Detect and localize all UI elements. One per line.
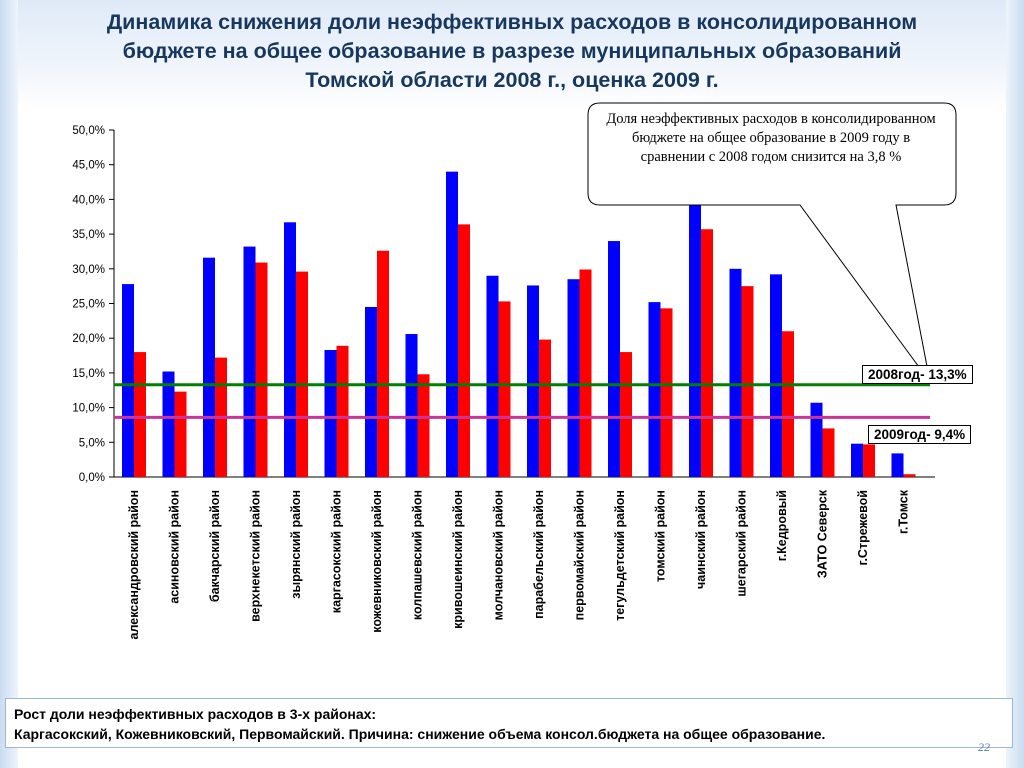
- y-tick-label: 5,0%: [79, 437, 105, 449]
- bar-2008-4: [284, 222, 296, 477]
- bar-2009-15: [741, 286, 754, 477]
- bar-2008-14: [689, 199, 701, 477]
- bar-2008-6: [365, 306, 377, 477]
- y-tick-label: 30,0%: [72, 264, 105, 276]
- bar-2009-9: [498, 301, 511, 477]
- x-tick-label: первомайский район: [573, 490, 587, 620]
- bar-2008-16: [770, 274, 782, 477]
- bar-2009-14: [701, 229, 713, 477]
- bar-2009-6: [377, 250, 389, 477]
- left-decoration: [0, 0, 18, 768]
- y-axis: 0,0% 5,0% 10,0% 15,0% 20,0% 25,0% 30,0% 35,0% 40…: [72, 125, 935, 484]
- bars: [122, 171, 916, 477]
- x-tick-label: верхнекетский район: [249, 490, 263, 622]
- y-tick-label: 15,0%: [72, 368, 105, 380]
- x-tick-label: г.Томск: [897, 489, 911, 534]
- x-tick-label: асиновский район: [168, 490, 182, 604]
- bar-2008-13: [648, 302, 661, 477]
- footer-line-1: Рост доли неэффективных расходов в 3-х р…: [14, 706, 377, 722]
- x-tick-label: ЗАТО Северск: [816, 489, 830, 578]
- y-tick-label: 35,0%: [72, 229, 105, 241]
- callout-bubble: [587, 102, 957, 383]
- y-tick-label: 20,0%: [72, 333, 105, 345]
- x-tick-label: шегарский район: [735, 490, 749, 597]
- x-tick-label: колпашевский район: [411, 490, 425, 620]
- bar-2008-17: [810, 402, 823, 477]
- bar-2009-7: [417, 374, 430, 477]
- y-tick-label: 0,0%: [79, 472, 105, 484]
- bar-2008-9: [486, 275, 499, 477]
- bar-2009-1: [174, 391, 187, 477]
- y-tick-label: 10,0%: [72, 403, 105, 415]
- bar-2008-8: [446, 171, 458, 477]
- x-tick-label: кривошеинский район: [451, 490, 465, 629]
- x-tick-label: бакчарский район: [208, 490, 222, 602]
- reference-lines: [114, 383, 930, 419]
- bar-2009-5: [336, 345, 349, 477]
- x-tick-label: чаинский район: [694, 490, 708, 589]
- bar-2008-15: [729, 268, 742, 477]
- bar-chart: 0,0% 5,0% 10,0% 15,0% 20,0% 25,0% 30,0% 35,0% 40…: [72, 102, 957, 639]
- bar-2009-18: [863, 444, 875, 477]
- bar-2008-2: [203, 257, 215, 477]
- bar-2008-5: [324, 349, 337, 477]
- x-tick-label: молчановский район: [492, 490, 506, 620]
- bar-2008-10: [527, 285, 539, 477]
- bar-2009-4: [296, 271, 308, 477]
- bar-2009-16: [782, 331, 794, 477]
- x-tick-label: г.Кедровый: [775, 490, 789, 561]
- x-tick-label: каргасокский район: [330, 490, 344, 613]
- bar-2009-3: [255, 262, 268, 477]
- bar-2009-17: [822, 428, 835, 477]
- y-tick-label: 45,0%: [72, 160, 105, 172]
- bar-2008-7: [405, 334, 418, 477]
- reference-label-2008: 2008год- 13,3%: [862, 365, 973, 384]
- bar-2008-11: [567, 279, 580, 477]
- x-tick-label: кожевниковский район: [370, 490, 384, 633]
- bar-2009-19: [903, 474, 916, 477]
- bar-2009-11: [579, 269, 592, 477]
- bar-2008-12: [608, 241, 620, 477]
- page-number: 22: [978, 740, 990, 754]
- x-tick-label: парабельский район: [532, 490, 546, 619]
- bar-2009-13: [660, 308, 673, 477]
- x-tick-label: томский район: [654, 490, 668, 582]
- bar-2008-18: [851, 443, 863, 477]
- bar-2008-1: [162, 371, 175, 477]
- bar-2009-12: [620, 352, 632, 477]
- header-background: [0, 0, 1024, 110]
- bar-2008-19: [891, 453, 904, 477]
- slide-title: Динамика снижения доли неэффективных рас…: [106, 10, 918, 92]
- bar-2009-10: [539, 339, 551, 477]
- x-tick-label: александровский район: [127, 490, 141, 639]
- x-axis-labels: александровский район асиновский район бак…: [127, 489, 911, 639]
- bar-2009-8: [458, 224, 470, 477]
- footer-line-2: Каргасокский, Кожевниковский, Первомайск…: [14, 726, 826, 742]
- x-tick-label: зырянский район: [289, 490, 303, 599]
- bar-2008-3: [243, 246, 256, 477]
- reference-label-2009: 2009год- 9,4%: [868, 425, 972, 444]
- footer-box: [5, 698, 1013, 748]
- callout-text: Доля неэффективных расходов в консолидир…: [606, 111, 936, 165]
- bar-2008-0: [122, 284, 134, 477]
- y-tick-label: 40,0%: [72, 194, 105, 206]
- y-tick-label: 50,0%: [72, 125, 105, 137]
- y-tick-label: 25,0%: [72, 299, 105, 311]
- bar-2009-0: [134, 352, 146, 477]
- x-tick-label: г.Стрежевой: [856, 490, 870, 566]
- x-tick-label: тегульдетский район: [613, 490, 627, 621]
